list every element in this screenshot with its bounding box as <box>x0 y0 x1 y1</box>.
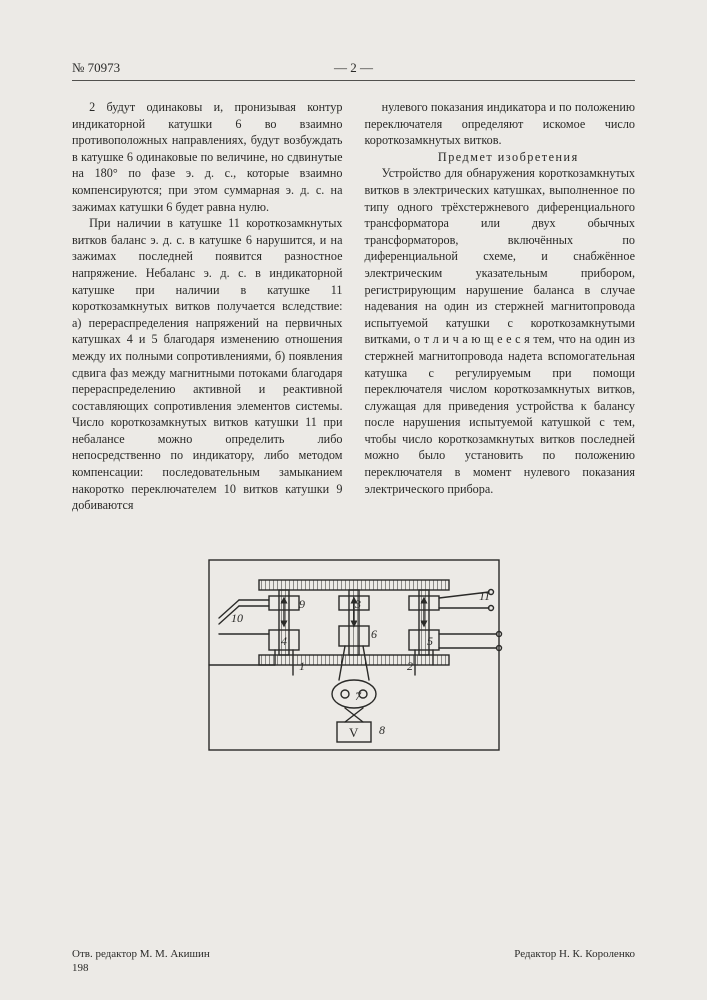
body-columns: 2 будут одинаковы и, пронизывая контур и… <box>72 99 635 514</box>
para-4: Устройство для обнаружения короткозамкну… <box>365 165 636 497</box>
doc-number: № 70973 <box>72 60 120 76</box>
fig-label-1: 1 <box>299 659 305 673</box>
fig-label-10: 10 <box>231 611 243 625</box>
page-number-bottom: 198 <box>72 962 89 974</box>
para-2: При наличии в катушке 11 короткозамкнуты… <box>72 215 343 514</box>
header-rule <box>72 80 635 81</box>
fig-label-2: 2 <box>407 659 413 673</box>
fig-label-3: 3 <box>354 597 361 611</box>
section-title: Предмет изобретения <box>365 149 636 166</box>
page-number-top: — 2 — <box>334 60 373 76</box>
footer-editor-right: Редактор Н. К. Короленко <box>514 948 635 960</box>
fig-label-6: 6 <box>371 627 377 641</box>
fig-label-11: 11 <box>479 589 490 603</box>
fig-label-8: 8 <box>379 723 385 737</box>
fig-label-9: 9 <box>299 597 305 611</box>
svg-text:V: V <box>349 725 359 740</box>
para-3: нулевого показания индикатора и по полож… <box>365 99 636 149</box>
para-1: 2 будут одинаковы и, пронизывая контур и… <box>72 99 343 215</box>
fig-label-4: 4 <box>281 634 287 648</box>
circuit-figure: V 1 2 3 4 5 6 7 8 9 10 11 <box>72 530 635 760</box>
fig-label-5: 5 <box>427 634 433 648</box>
fig-label-7: 7 <box>355 689 362 703</box>
footer-editor-left: Отв. редактор М. М. Акишин <box>72 948 210 960</box>
